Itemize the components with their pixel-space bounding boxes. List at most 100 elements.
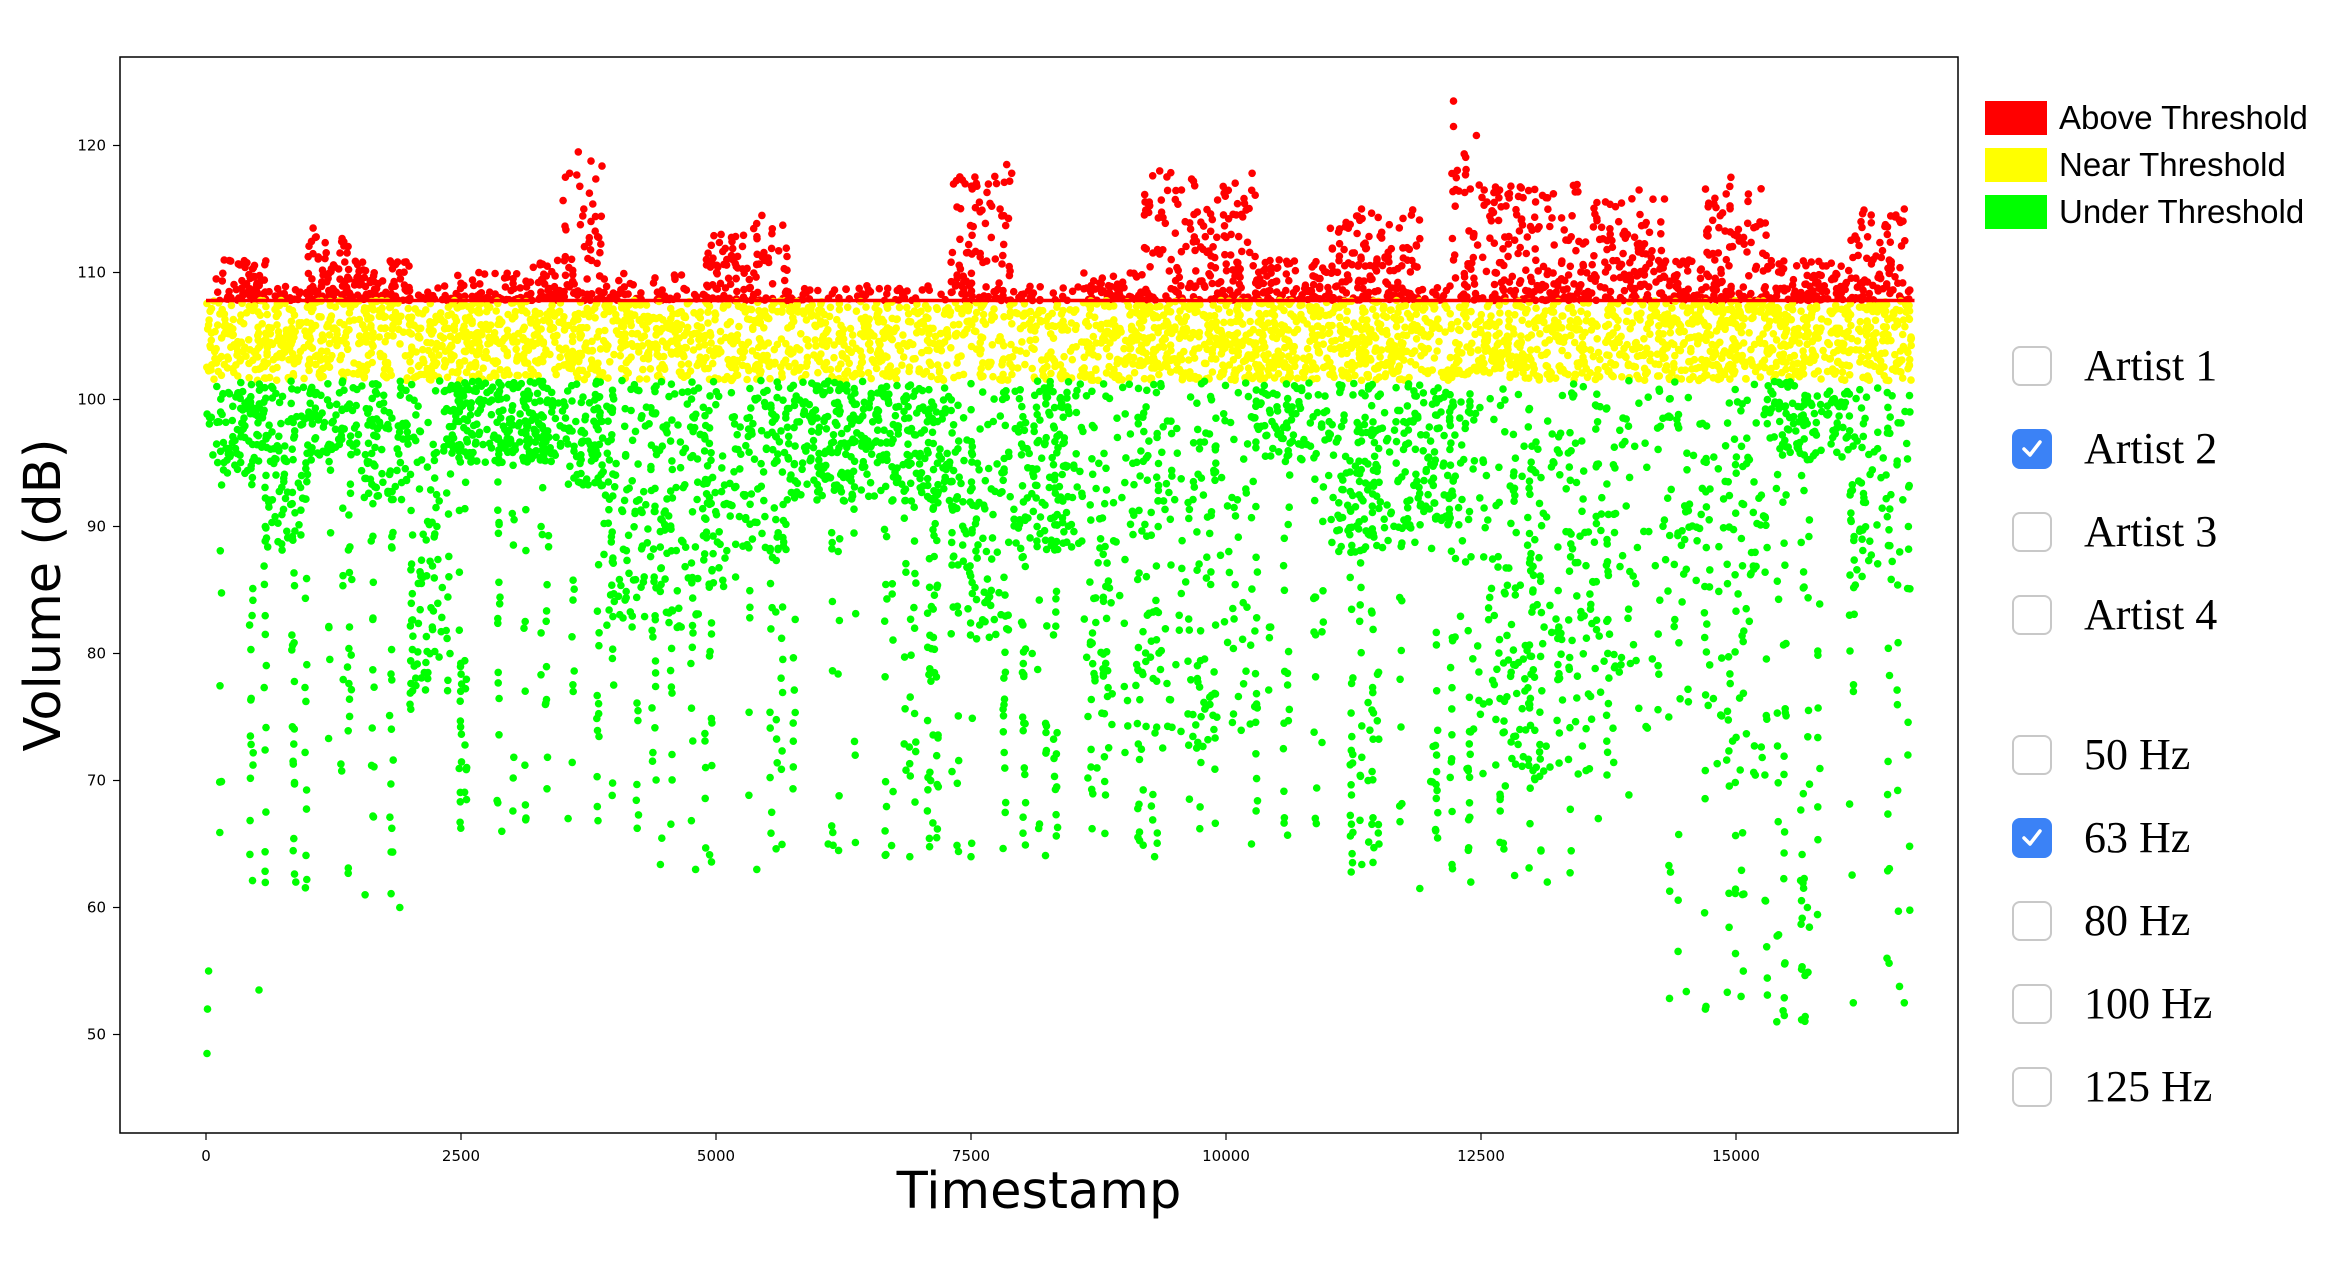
data-point — [236, 394, 244, 403]
data-point — [358, 382, 366, 390]
data-point — [236, 458, 245, 467]
data-point — [739, 490, 748, 499]
data-point — [417, 456, 426, 464]
data-point — [521, 761, 529, 769]
data-point — [1018, 402, 1026, 411]
data-point — [872, 437, 881, 445]
data-point — [337, 760, 345, 768]
data-point — [834, 364, 843, 373]
data-point — [408, 531, 417, 539]
data-point — [692, 410, 700, 419]
data-point — [663, 549, 671, 558]
data-point — [650, 507, 659, 516]
data-point — [652, 450, 661, 459]
data-point — [700, 433, 709, 441]
data-point — [397, 495, 406, 504]
data-point — [924, 305, 932, 313]
data-point — [1076, 467, 1084, 476]
data-point — [827, 528, 836, 537]
data-point — [1105, 352, 1114, 361]
data-point — [263, 310, 272, 319]
data-point — [708, 259, 716, 268]
data-point — [856, 330, 865, 338]
data-point — [766, 724, 774, 732]
data-point — [726, 280, 735, 289]
data-point — [1100, 753, 1109, 761]
data-point — [915, 367, 923, 376]
data-point — [1042, 746, 1051, 755]
data-point — [1139, 670, 1147, 679]
data-point — [424, 668, 432, 677]
data-point — [1070, 308, 1078, 317]
data-point — [245, 374, 253, 382]
data-point — [1130, 269, 1138, 278]
data-point — [228, 416, 237, 425]
data-point — [1048, 309, 1056, 318]
data-point — [336, 249, 344, 257]
data-point — [219, 466, 228, 474]
data-point — [1123, 696, 1132, 705]
data-point — [1074, 539, 1083, 548]
data-point — [865, 403, 873, 412]
data-point — [1039, 371, 1048, 380]
data-point — [417, 572, 425, 580]
data-point — [929, 465, 938, 474]
data-point — [1135, 800, 1143, 809]
data-point — [621, 334, 629, 343]
data-point — [900, 653, 909, 661]
data-point — [679, 538, 687, 546]
data-point — [948, 429, 956, 437]
data-point — [851, 389, 859, 397]
data-point — [290, 870, 299, 878]
data-point — [692, 610, 701, 618]
data-point — [1099, 650, 1108, 658]
data-point — [546, 350, 554, 359]
data-point — [967, 839, 976, 848]
data-point — [868, 356, 877, 364]
data-point — [948, 528, 956, 537]
data-point — [212, 440, 221, 448]
data-point — [287, 317, 296, 326]
data-point — [942, 465, 950, 474]
data-point — [1053, 823, 1062, 832]
data-point — [988, 534, 997, 542]
data-point — [467, 453, 475, 462]
data-point — [528, 409, 537, 418]
data-point — [345, 623, 354, 631]
data-point — [408, 645, 417, 654]
data-point — [617, 364, 626, 373]
data-point — [317, 282, 326, 291]
data-point — [956, 235, 964, 244]
data-point — [968, 529, 976, 537]
data-point — [785, 346, 793, 355]
data-point — [1032, 311, 1041, 319]
data-point — [1042, 391, 1050, 400]
data-point — [297, 506, 305, 514]
data-point — [367, 449, 376, 458]
data-point — [483, 425, 491, 434]
data-point — [1051, 785, 1060, 794]
data-point — [1207, 262, 1215, 270]
data-point — [773, 759, 781, 767]
data-point — [560, 313, 568, 321]
data-point — [1099, 669, 1108, 678]
data-point — [371, 387, 380, 396]
data-point — [1058, 326, 1066, 334]
data-point — [413, 372, 421, 381]
data-point — [549, 332, 558, 341]
data-point — [759, 353, 767, 362]
data-point — [499, 422, 508, 431]
data-point — [687, 816, 696, 825]
data-point — [646, 365, 655, 373]
data-point — [230, 280, 238, 289]
data-point — [705, 580, 713, 588]
data-point — [323, 396, 332, 404]
data-point — [323, 278, 331, 286]
data-point — [318, 409, 326, 417]
data-point — [545, 284, 554, 293]
data-point — [539, 340, 548, 348]
data-point — [1031, 335, 1040, 344]
data-point — [593, 691, 601, 700]
data-point — [703, 479, 711, 488]
data-point — [733, 252, 742, 261]
